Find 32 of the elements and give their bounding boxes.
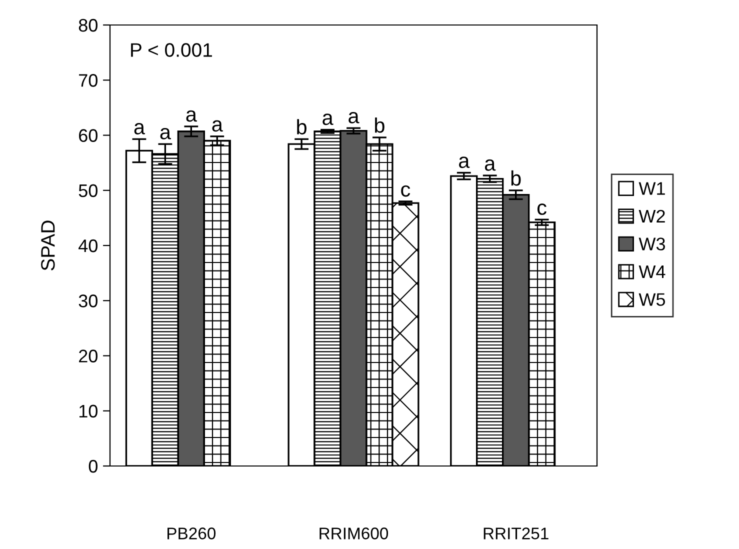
data-label: a	[212, 120, 223, 132]
legend-label: W3	[638, 238, 665, 250]
y-tick-label: 60	[79, 129, 98, 142]
data-label: a	[348, 112, 360, 124]
data-label: c	[401, 185, 410, 197]
legend-label: W1	[638, 182, 665, 195]
y-tick-label: 50	[78, 184, 98, 198]
y-tick-label: 40	[78, 239, 98, 252]
data-label: a	[322, 114, 334, 126]
y-tick-label: 30	[78, 294, 98, 308]
data-label: a	[484, 159, 496, 171]
data-label: c	[537, 204, 546, 215]
annotation: P < 0.001	[131, 43, 212, 57]
legend-label: W2	[638, 210, 665, 222]
data-label: b	[297, 119, 306, 134]
data-label: a	[458, 156, 470, 168]
data-label: b	[511, 170, 521, 186]
y-tick-label: 0	[88, 460, 98, 473]
x-tick-label: PB260	[168, 528, 216, 540]
y-tick-label: 70	[79, 74, 98, 87]
legend-label: W5	[638, 293, 666, 306]
data-label: a	[134, 123, 146, 134]
y-tick-label: 20	[79, 350, 98, 362]
data-label: a	[186, 110, 197, 122]
data-label: b	[375, 117, 384, 133]
y-axis-title: SPAD	[41, 220, 55, 270]
y-tick-label: 10	[79, 404, 98, 418]
x-tick-label: RRIM600	[320, 528, 388, 540]
y-tick-label: 80	[78, 18, 98, 32]
x-tick-label: RRIT251	[484, 528, 548, 540]
legend-label: W4	[638, 266, 666, 278]
data-label: a	[160, 128, 171, 140]
